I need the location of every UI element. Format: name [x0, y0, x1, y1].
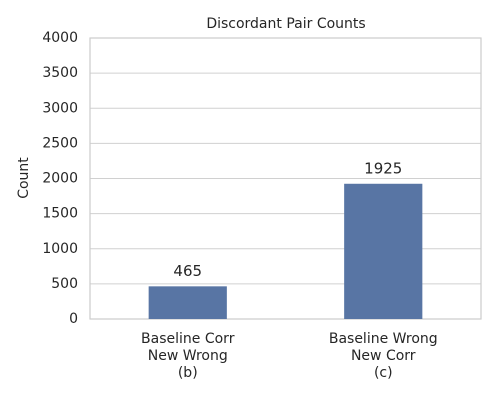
y-tick-label: 2000	[42, 171, 78, 187]
y-tick-label: 4000	[42, 30, 78, 46]
x-tick-label: Baseline Corr New Wrong (b)	[141, 331, 235, 381]
y-axis-label: Count	[16, 157, 32, 199]
bar	[344, 183, 423, 319]
y-tick-label: 500	[51, 276, 78, 292]
value-label: 465	[173, 262, 202, 280]
x-tick-label: Baseline Wrong New Corr (c)	[329, 331, 438, 381]
y-tick-label: 3500	[42, 65, 78, 81]
y-tick-label: 2500	[42, 135, 78, 151]
bar	[148, 286, 227, 319]
y-tick-label: 1000	[42, 241, 78, 257]
y-tick-label: 3000	[42, 100, 78, 116]
plot-frame	[89, 37, 482, 320]
y-tick-label: 0	[69, 311, 78, 327]
chart-title: Discordant Pair Counts	[206, 16, 365, 32]
value-label: 1925	[364, 159, 402, 177]
y-tick-label: 1500	[42, 206, 78, 222]
